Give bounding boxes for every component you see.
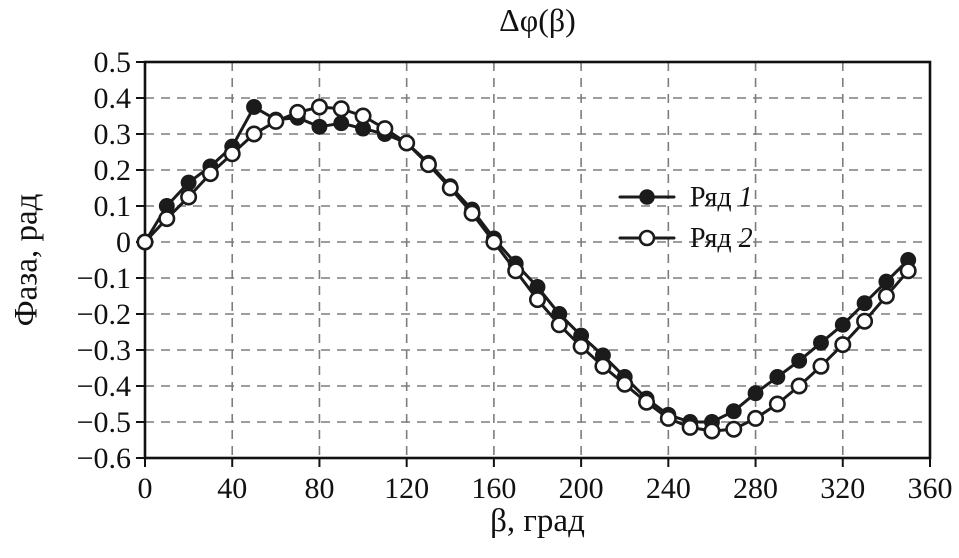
series-1-marker [878,273,895,290]
series-2-marker [638,393,656,411]
series-1-marker [311,118,328,135]
series-1-marker [333,115,350,132]
series-1-marker [769,369,786,385]
y-tick-label: 0.5 [94,46,132,79]
y-tick-label: −0.4 [77,370,131,403]
series-2-marker [289,103,307,121]
x-tick-label: 40 [217,472,247,505]
series-1-marker [856,295,873,312]
x-tick-label: 280 [733,472,778,505]
series-2-marker [463,204,481,222]
y-tick-label: −0.5 [77,406,131,439]
y-tick-label: −0.1 [77,262,131,295]
series-1-marker [791,352,808,369]
y-tick-label: 0 [116,226,131,259]
series-1-marker [747,385,764,402]
y-tick-label: −0.2 [77,298,131,331]
series-2-marker [616,375,634,393]
legend-marker [638,229,656,247]
series-2-marker [245,125,263,143]
y-axis-label: Фаза, рад [8,193,45,327]
plot-frame [143,60,932,460]
series-2-marker [180,188,198,206]
series-2-marker [267,112,285,130]
series-2-marker [790,377,808,395]
x-axis-label: β, град [490,503,585,539]
x-tick-label: 360 [908,472,953,505]
series-2-marker [158,210,176,228]
x-tick-label: 0 [138,472,153,505]
series-2-marker [877,287,895,305]
y-tick-label: 0.2 [94,154,132,187]
series-2-marker [768,395,786,413]
series-1-marker [813,334,829,351]
series-1-marker [834,316,851,333]
series-2-marker [528,291,546,309]
series-2-marker [856,312,874,330]
series-2-marker [725,420,743,438]
series-2-marker [485,233,503,251]
y-tick-label: 0.1 [94,190,132,223]
x-tick-label: 320 [820,472,865,505]
series-2-marker [441,179,459,197]
series-2-marker [659,409,677,427]
y-tick-label: −0.3 [77,334,131,367]
legend-label: Ряд 2 [690,223,753,254]
series-line-1 [143,105,910,424]
series-2-marker [332,100,350,118]
series-2-marker [223,145,241,163]
series-2-marker [834,336,852,354]
y-tick-label: −0.6 [77,442,131,475]
series-2-marker [899,262,917,280]
series-2-marker [201,165,219,183]
series-2-marker [747,409,765,427]
series-2-marker [398,134,416,152]
y-tick-label: 0.3 [94,118,132,151]
series-2-marker [419,156,437,174]
chart-title: Δφ(β) [499,2,576,38]
series-2-marker [572,337,590,355]
legend-marker [639,189,655,205]
series-2-marker [594,357,612,375]
series-2-marker [354,107,372,125]
legend-label: Ряд 1 [690,182,753,213]
series-2-marker [136,233,154,251]
x-tick-label: 200 [559,472,604,505]
series-1-marker [246,99,262,115]
series-1-marker [725,403,742,420]
series-1-marker [180,174,197,191]
series-2-marker [703,422,721,440]
x-tick-label: 120 [384,472,429,505]
series-2-marker [310,98,328,116]
series-2-marker [550,316,568,334]
series-2-marker [812,357,830,375]
x-tick-label: 160 [471,472,516,505]
series-2-marker [376,120,394,138]
series-2-marker [507,262,525,280]
y-tick-label: 0.4 [94,82,132,115]
series-2-marker [681,418,699,436]
x-tick-label: 240 [646,472,691,505]
x-tick-label: 80 [304,472,334,505]
